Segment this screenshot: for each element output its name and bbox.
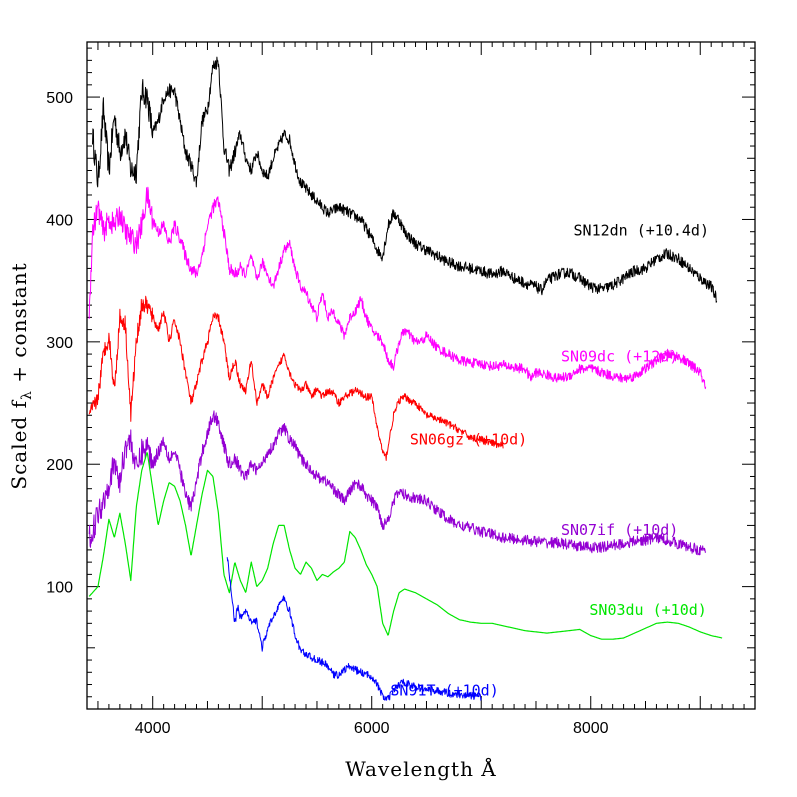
series-line [88,186,707,390]
series-line [88,295,504,461]
x-tick-label: 6000 [354,720,390,737]
y-axis-title: Scaled fλ + constant [7,262,35,489]
series-line [226,557,482,701]
y-axis-title-main: Scaled f [7,399,31,489]
x-tick-label: 4000 [135,720,171,737]
y-tick-label: 300 [46,335,73,352]
series-label: SN07if (+10d) [561,521,678,539]
y-axis-title-subscript: λ [19,390,35,400]
axis-ticks [87,42,755,709]
y-tick-label: 500 [46,90,73,107]
axis-tick-labels: 4000 6000 8000 100 200 300 400 500 [46,90,608,737]
series-label: SN06gz (+10d) [410,431,527,449]
y-tick-label: 400 [46,212,73,229]
series-line [92,56,718,303]
x-axis-title: Wavelength Å [345,756,497,781]
series-lines [88,56,723,701]
series-label: SN09dc (+12d) [561,347,678,365]
series-label: SN03du (+10d) [589,601,706,619]
series-line [88,410,707,556]
series-label: SN91T (+10d) [390,682,498,700]
y-tick-label: 200 [46,457,73,474]
x-tick-label: 8000 [573,720,609,737]
series-line [88,452,723,640]
series-labels: SN12dn (+10.4d) SN09dc (+12d) SN06gz (+10d… [390,221,709,699]
plot-frame [86,41,756,710]
y-axis-title-suffix: + constant [7,262,31,390]
series-label: SN12dn (+10.4d) [574,221,709,239]
y-tick-label: 100 [46,580,73,597]
